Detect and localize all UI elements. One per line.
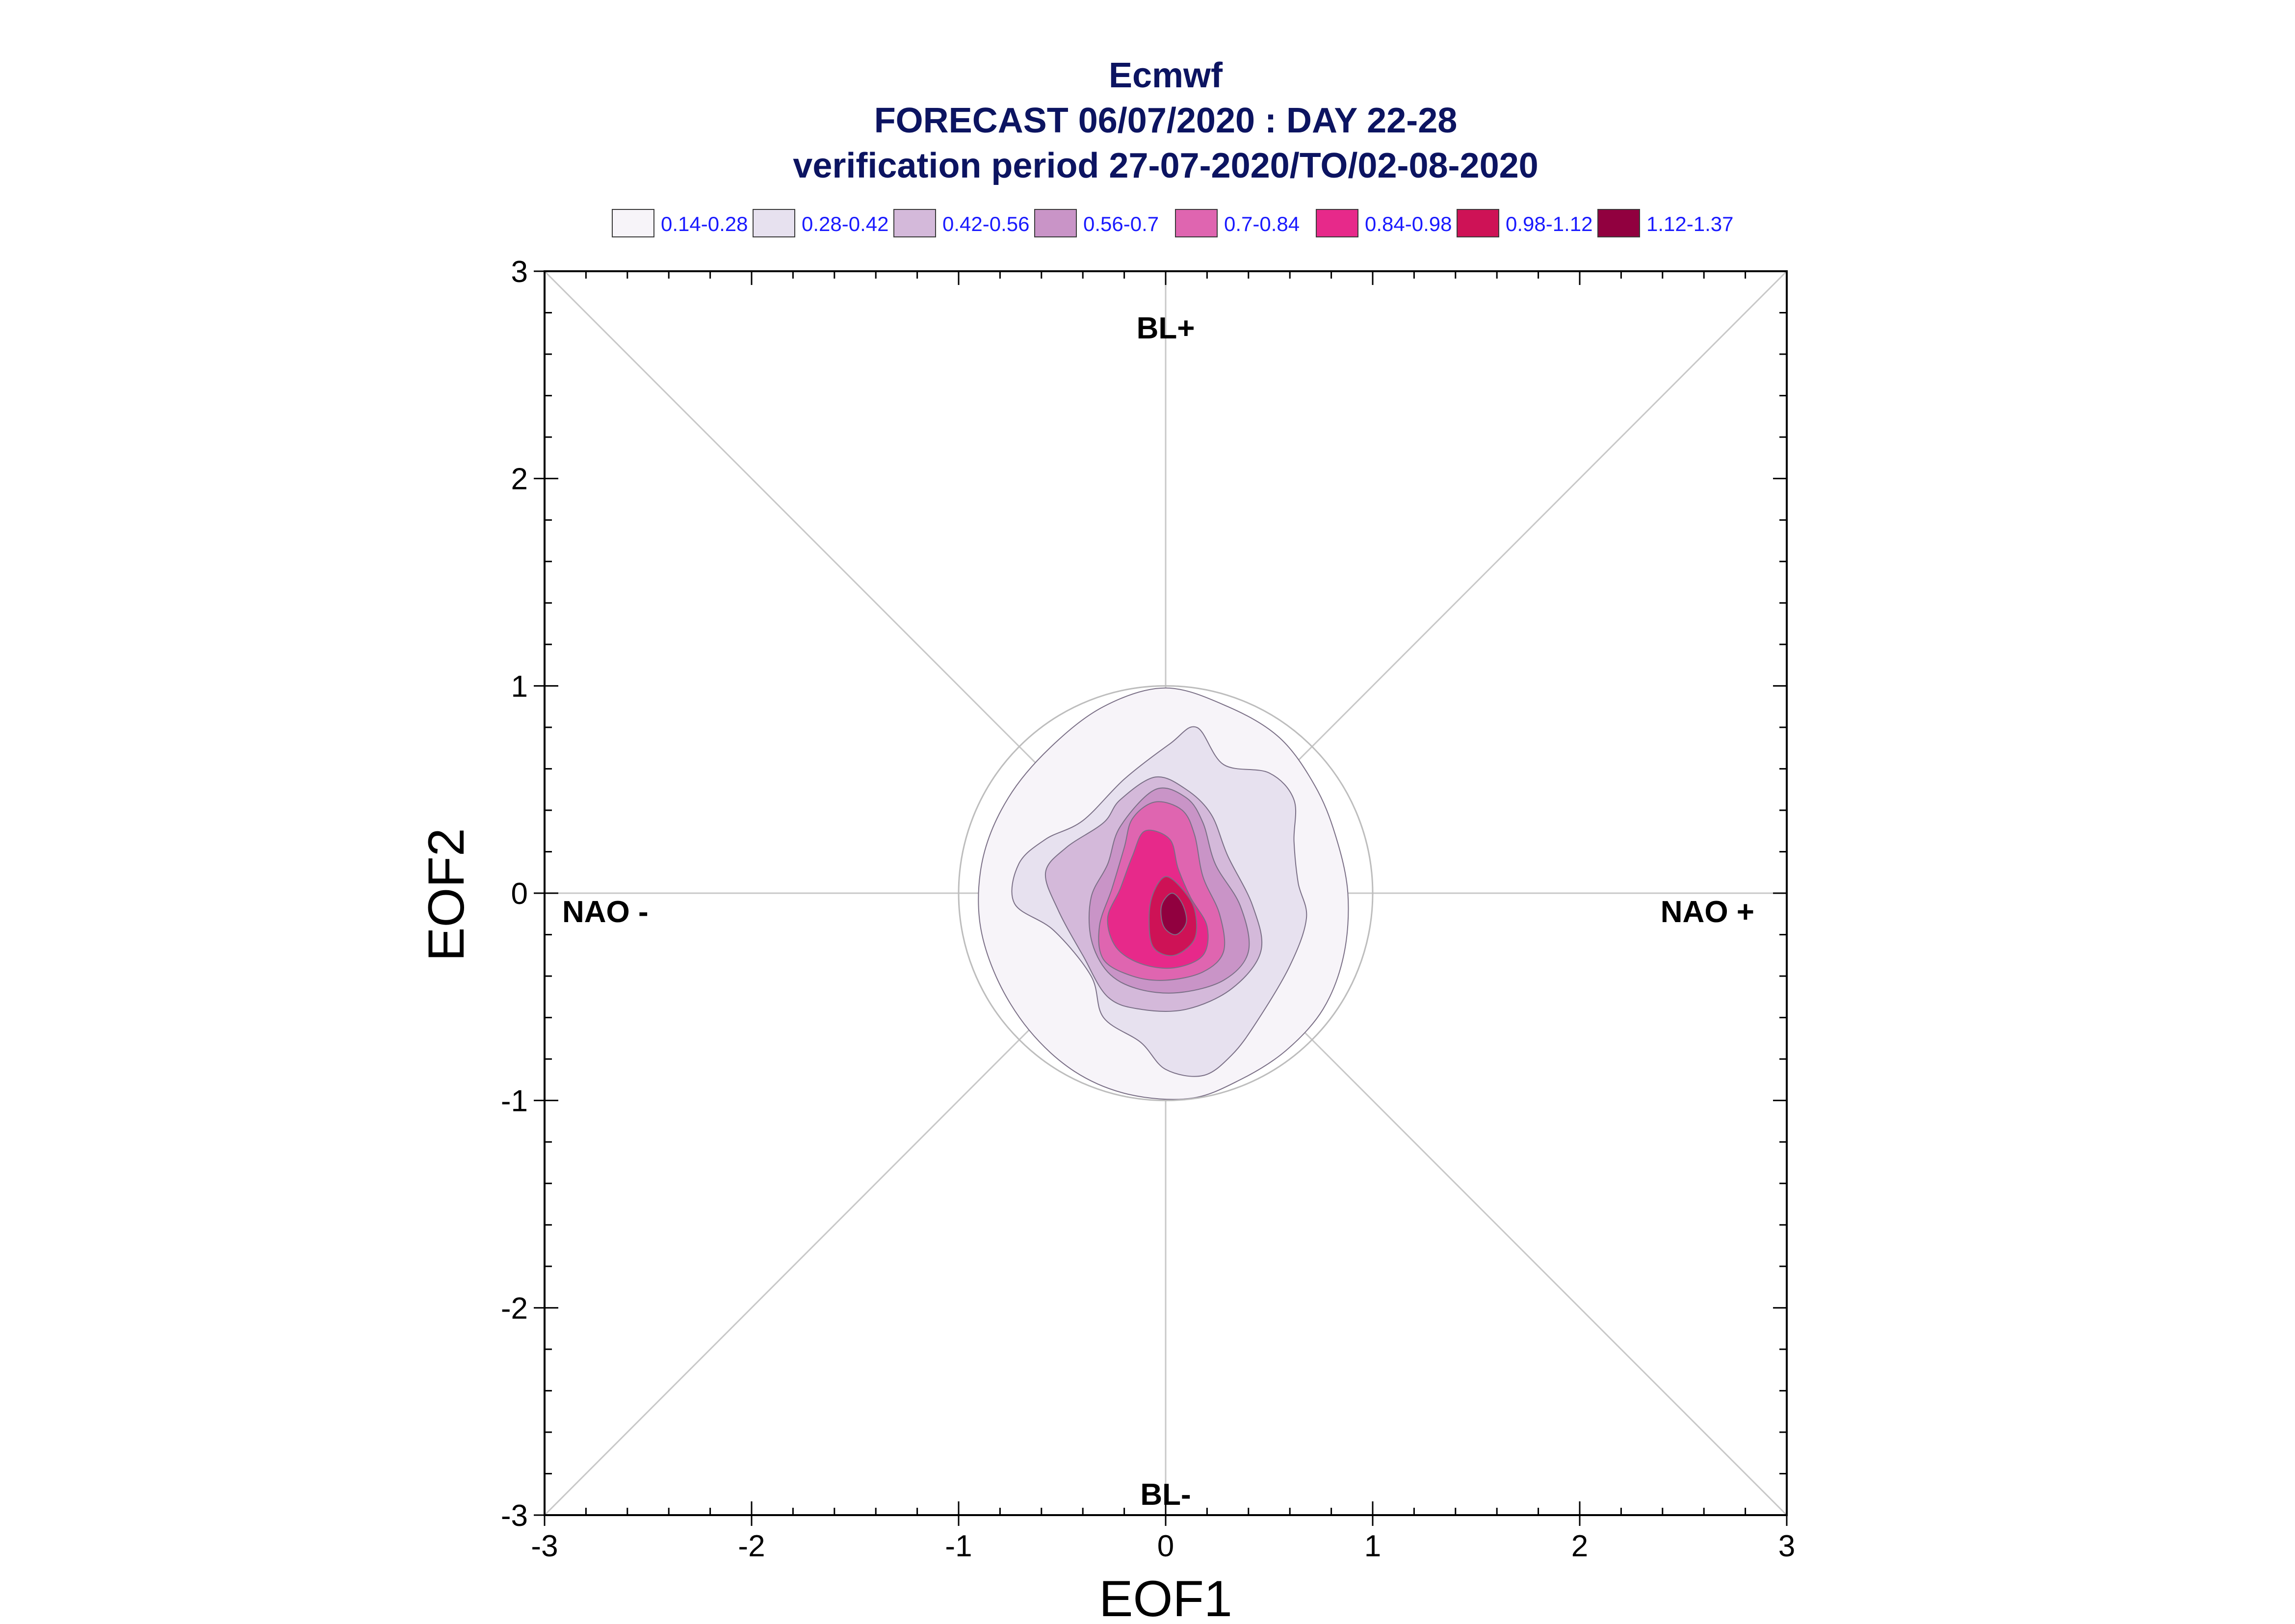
plot-area: -3 -2 -1 0 1 2 3 -3 -2 -1 0 1 2 3 [501, 255, 1795, 1563]
legend-label: 0.84-0.98 [1365, 212, 1452, 235]
region-label-nao-minus: NAO - [562, 895, 649, 929]
legend-label: 0.42-0.56 [942, 212, 1029, 235]
y-tick-label: 2 [511, 463, 528, 496]
legend-label: 0.28-0.42 [802, 212, 888, 235]
legend-swatch [1316, 209, 1358, 237]
unit-circle [958, 685, 1374, 1102]
y-tick-label: 0 [511, 877, 528, 911]
legend-label: 1.12-1.37 [1646, 212, 1733, 235]
legend-swatch [1597, 209, 1640, 237]
x-tick-label: -3 [531, 1529, 558, 1563]
x-tick-label: 3 [1778, 1529, 1795, 1563]
y-tick-label: -3 [501, 1499, 528, 1533]
contour-level-8 [1160, 893, 1187, 935]
x-tick-label: 2 [1571, 1529, 1588, 1563]
legend-swatch [1034, 209, 1077, 237]
x-tick-label: 0 [1157, 1529, 1174, 1563]
legend-swatch [893, 209, 936, 237]
y-axis-title: EOF2 [418, 828, 475, 961]
legend: 0.14-0.28 0.28-0.42 0.42-0.56 0.56-0.7 0.7-0… [612, 209, 1733, 237]
y-tick-label: -2 [501, 1291, 528, 1325]
x-tick-label: 1 [1364, 1529, 1381, 1563]
legend-swatch [1175, 209, 1218, 237]
x-axis-title: EOF1 [1099, 1571, 1232, 1624]
legend-swatch [753, 209, 795, 237]
y-tick-label: -1 [501, 1084, 528, 1118]
legend-swatch [1457, 209, 1499, 237]
chart-subtitle-verification: verification period 27-07-2020/TO/02-08-… [793, 146, 1538, 185]
axis-tick-labels: -3 -2 -1 0 1 2 3 -3 -2 -1 0 1 2 3 [501, 255, 1795, 1563]
x-tick-label: -1 [945, 1529, 972, 1563]
chart-title: Ecmwf [1109, 56, 1223, 95]
region-label-bl-minus: BL- [1140, 1478, 1191, 1512]
density-contours [978, 687, 1349, 1100]
legend-label: 0.7-0.84 [1224, 212, 1300, 235]
region-label-bl-plus: BL+ [1137, 311, 1195, 345]
region-label-nao-plus: NAO + [1661, 895, 1754, 929]
legend-label: 0.98-1.12 [1506, 212, 1592, 235]
legend-label: 0.56-0.7 [1083, 212, 1159, 235]
reference-circle [958, 685, 1374, 1102]
y-tick-label: 1 [511, 670, 528, 703]
x-tick-label: -2 [738, 1529, 765, 1563]
legend-label: 0.14-0.28 [661, 212, 748, 235]
chart-subtitle-forecast: FORECAST 06/07/2020 : DAY 22-28 [874, 101, 1458, 140]
legend-swatch [612, 209, 654, 237]
y-tick-label: 3 [511, 255, 528, 289]
axis-ticks [534, 270, 1788, 1526]
